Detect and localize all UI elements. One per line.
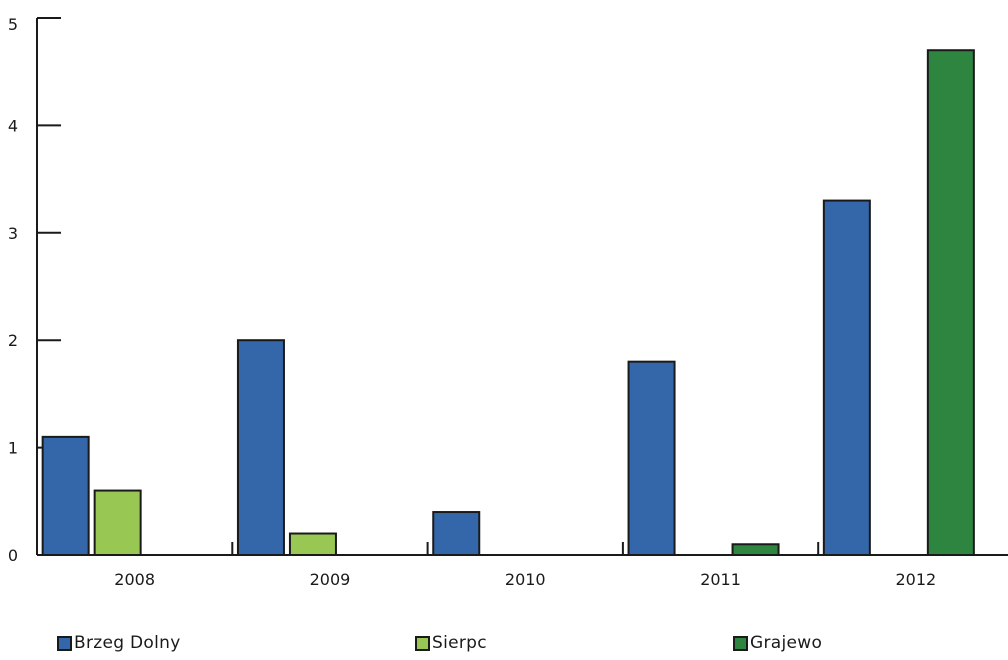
x-tick-label: 2009 — [310, 570, 351, 589]
bar-series-1-2008 — [41, 435, 90, 556]
legend-item-series-1: Brzeg Dolny — [57, 633, 181, 653]
bar-series-1-2012 — [822, 199, 871, 557]
bar-series-3-2011 — [731, 543, 780, 557]
x-tick-label: 2010 — [505, 570, 546, 589]
y-tick-label: 0 — [8, 546, 18, 565]
legend-label-series-2: Sierpc — [432, 633, 487, 653]
legend-swatch-series-3 — [733, 635, 748, 651]
bar-series-2-2009 — [288, 532, 337, 557]
legend-label-series-3: Grajewo — [750, 633, 823, 653]
bar-series-1-2011 — [627, 360, 676, 556]
legend-swatch-series-2 — [415, 635, 430, 651]
bars — [41, 49, 975, 557]
bar-series-1-2010 — [432, 511, 481, 556]
legend-item-series-2: Sierpc — [415, 633, 487, 653]
y-tick-label: 4 — [8, 116, 18, 135]
legend-item-series-3: Grajewo — [733, 633, 822, 653]
y-tick-label: 1 — [8, 439, 18, 458]
x-tick-label: 2012 — [895, 570, 936, 589]
legend: Brzeg Dolny Sierpc Grajewo — [0, 633, 1008, 657]
y-tick-label: 5 — [8, 15, 18, 34]
x-tick-label: 2011 — [700, 570, 741, 589]
bar-chart: 0 1 2 3 4 5 2008 2009 2010 2011 2012 — [8, 15, 1008, 589]
bar-series-2-2008 — [93, 489, 142, 556]
y-tick-label: 2 — [8, 331, 18, 350]
legend-swatch-series-1 — [57, 635, 72, 651]
bar-series-3-2012 — [926, 49, 975, 556]
legend-label-series-1: Brzeg Dolny — [74, 633, 181, 653]
x-tick-label: 2008 — [114, 570, 155, 589]
y-axis: 0 1 2 3 4 5 — [8, 15, 61, 565]
bar-series-1-2009 — [236, 339, 285, 557]
y-tick-label: 3 — [8, 224, 18, 243]
